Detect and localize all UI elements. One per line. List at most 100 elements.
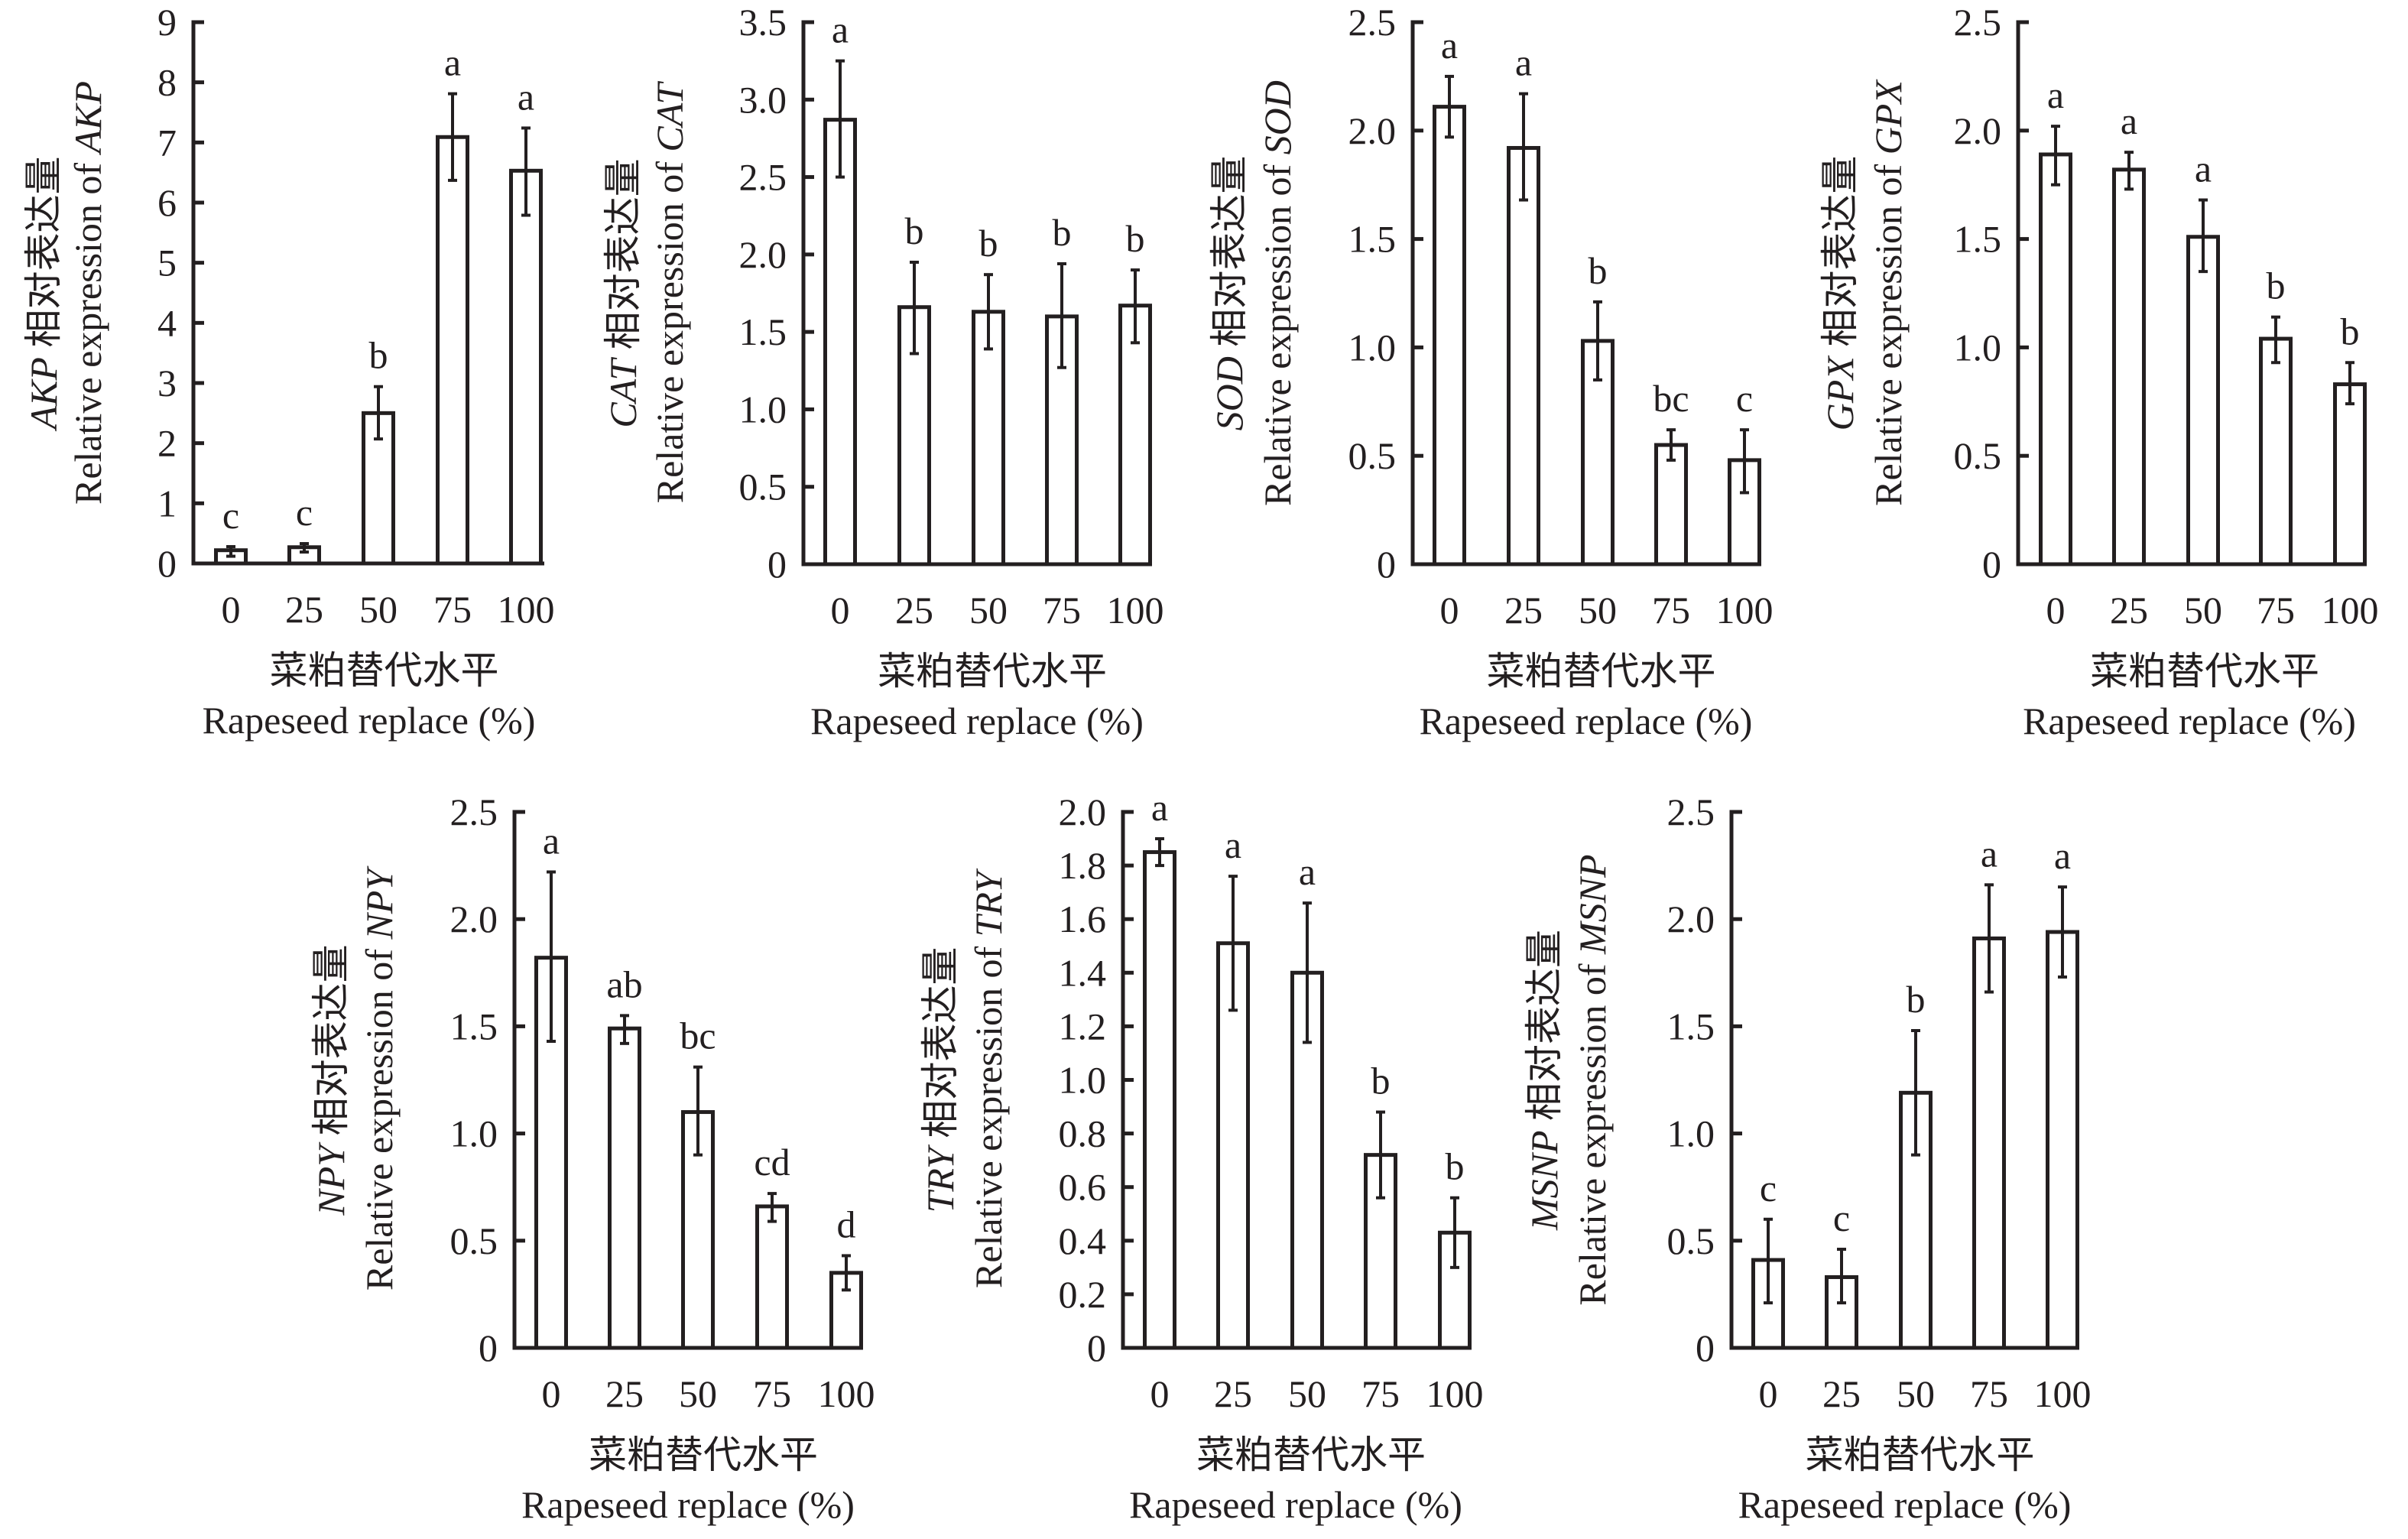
- error-bar: [1450, 1196, 1459, 1269]
- x-tick-label: 0: [831, 589, 850, 632]
- y-title-cn-text: 相对表达量: [602, 158, 644, 359]
- x-axis-title-en: Rapeseed replace (%): [1420, 700, 1753, 742]
- y-tick-label: 0: [1377, 543, 1396, 586]
- gene-name: SOD: [1256, 80, 1299, 154]
- significance-label: c: [1760, 1167, 1777, 1209]
- significance-label: b: [369, 334, 388, 377]
- significance-label: b: [1446, 1145, 1465, 1188]
- significance-label: cd: [754, 1141, 790, 1183]
- y-tick-label: 1.0: [1059, 1059, 1107, 1102]
- y-tick-label: 1.4: [1059, 951, 1107, 994]
- x-tick-label: 50: [1288, 1372, 1326, 1415]
- x-axis-title-en: Rapeseed replace (%): [1738, 1483, 2072, 1526]
- bar: [436, 135, 469, 566]
- y-tick-label: 0: [157, 542, 177, 585]
- significance-label: b: [979, 222, 998, 265]
- y-tick-label: 2.0: [739, 233, 787, 276]
- significance-label: ab: [606, 963, 642, 1005]
- gene-name: TRY: [919, 1144, 962, 1213]
- panel-npy: 0 0.5 1.0 1.5 2.0 2.5 a 0 ab 25 bc 50 cd 75 d 100菜粕替代水平…: [310, 791, 875, 1526]
- y-axis-title-en: Relative expression of CAT: [648, 81, 691, 504]
- x-axis-title-cn: 菜粕替代水平: [1806, 1433, 2035, 1476]
- x-axis-title-cn: 菜粕替代水平: [878, 650, 1107, 693]
- x-axis-title-cn: 菜粕替代水平: [1487, 650, 1716, 693]
- error-bar: [2124, 151, 2134, 191]
- y-axis-title-cn: AKP 相对表达量: [22, 157, 65, 432]
- significance-label: b: [1053, 211, 1072, 254]
- bar: [2112, 167, 2146, 567]
- y-axis-title-cn: MSNP 相对表达量: [1523, 930, 1566, 1231]
- y-tick-label: 1.0: [1954, 326, 2002, 369]
- y-axis-title-en: Relative expression of GPX: [1867, 79, 1910, 506]
- error-bar: [1740, 428, 1749, 495]
- y-tick-label: 1.0: [1348, 326, 1397, 369]
- y-axis-title-cn: NPY 相对表达量: [310, 944, 352, 1216]
- bar: [2333, 382, 2367, 567]
- y-title-en-text: Relative expression of: [1571, 954, 1614, 1306]
- error-bar: [1057, 262, 1066, 369]
- error-bar: [1911, 1029, 1920, 1157]
- significance-label: b: [1907, 978, 1926, 1021]
- x-tick-label: 75: [1652, 589, 1690, 632]
- error-bar: [620, 1014, 629, 1045]
- y-tick-label: 3: [157, 362, 177, 404]
- error-bar: [1666, 428, 1676, 462]
- x-tick-label: 100: [1716, 589, 1774, 632]
- significance-label: a: [1225, 823, 1241, 866]
- x-tick-label: 100: [818, 1372, 875, 1415]
- error-bar: [836, 59, 845, 179]
- x-axis-title-cn: 菜粕替代水平: [270, 649, 499, 692]
- y-tick-label: 0.8: [1059, 1112, 1107, 1155]
- y-tick-label: 0.5: [1667, 1219, 1715, 1262]
- x-tick-label: 25: [605, 1372, 644, 1415]
- bar: [2046, 930, 2079, 1350]
- y-title-cn-text: 相对表达量: [310, 944, 352, 1145]
- y-tick-label: 2.5: [1667, 791, 1715, 833]
- x-tick-label: 75: [433, 588, 472, 631]
- error-bar: [910, 260, 919, 356]
- y-tick-label: 0: [479, 1326, 498, 1369]
- y-tick-label: 2.5: [1954, 1, 2002, 44]
- x-tick-label: 50: [359, 588, 398, 631]
- y-tick-label: 0.5: [1348, 434, 1397, 477]
- x-tick-label: 0: [2046, 589, 2066, 632]
- error-bar: [1376, 1110, 1385, 1200]
- bar: [608, 1026, 641, 1350]
- x-tick-label: 100: [1107, 589, 1164, 632]
- y-tick-label: 1.5: [1667, 1005, 1715, 1047]
- significance-label: b: [1589, 249, 1608, 292]
- y-title-en-text: Relative expression of: [67, 153, 109, 505]
- y-axis-title-en: Relative expression of TRY: [967, 868, 1010, 1288]
- y-tick-label: 0.5: [739, 466, 787, 508]
- x-axis-title-en: Rapeseed replace (%): [521, 1483, 855, 1526]
- y-axis-title-cn: CAT 相对表达量: [602, 158, 644, 427]
- y-tick-label: 2.0: [1667, 898, 1715, 940]
- significance-label: bc: [1653, 377, 1689, 420]
- y-tick-label: 0: [1087, 1326, 1106, 1369]
- y-title-en-text: Relative expression of: [358, 940, 401, 1291]
- y-tick-label: 1.5: [450, 1005, 498, 1047]
- y-axis-title-cn: SOD 相对表达量: [1208, 156, 1251, 431]
- y-title-en-text: Relative expression of: [648, 152, 691, 504]
- error-bar: [842, 1254, 851, 1292]
- y-tick-label: 1.6: [1059, 898, 1107, 940]
- y-tick-label: 1.2: [1059, 1005, 1107, 1047]
- x-tick-label: 25: [285, 588, 323, 631]
- x-axis-title-cn: 菜粕替代水平: [589, 1433, 818, 1476]
- y-tick-label: 7: [157, 121, 177, 164]
- x-tick-label: 75: [1970, 1372, 2008, 1415]
- x-tick-label: 100: [2034, 1372, 2092, 1415]
- significance-label: a: [2047, 73, 2064, 116]
- gene-name: AKP: [67, 81, 109, 155]
- y-title-en-text: Relative expression of: [967, 937, 1010, 1288]
- bar: [1972, 936, 2006, 1350]
- error-bar: [1303, 901, 1312, 1044]
- y-tick-label: 1.5: [1348, 218, 1397, 261]
- x-tick-label: 25: [2110, 589, 2148, 632]
- y-axis-title-en: Relative expression of MSNP: [1571, 854, 1614, 1305]
- x-axis-title-en: Rapeseed replace (%): [203, 699, 536, 742]
- y-title-cn-text: 相对表达量: [22, 157, 65, 358]
- error-bar: [2271, 315, 2280, 365]
- x-axis-title-cn: 菜粕替代水平: [1196, 1433, 1426, 1476]
- x-tick-label: 75: [753, 1372, 791, 1415]
